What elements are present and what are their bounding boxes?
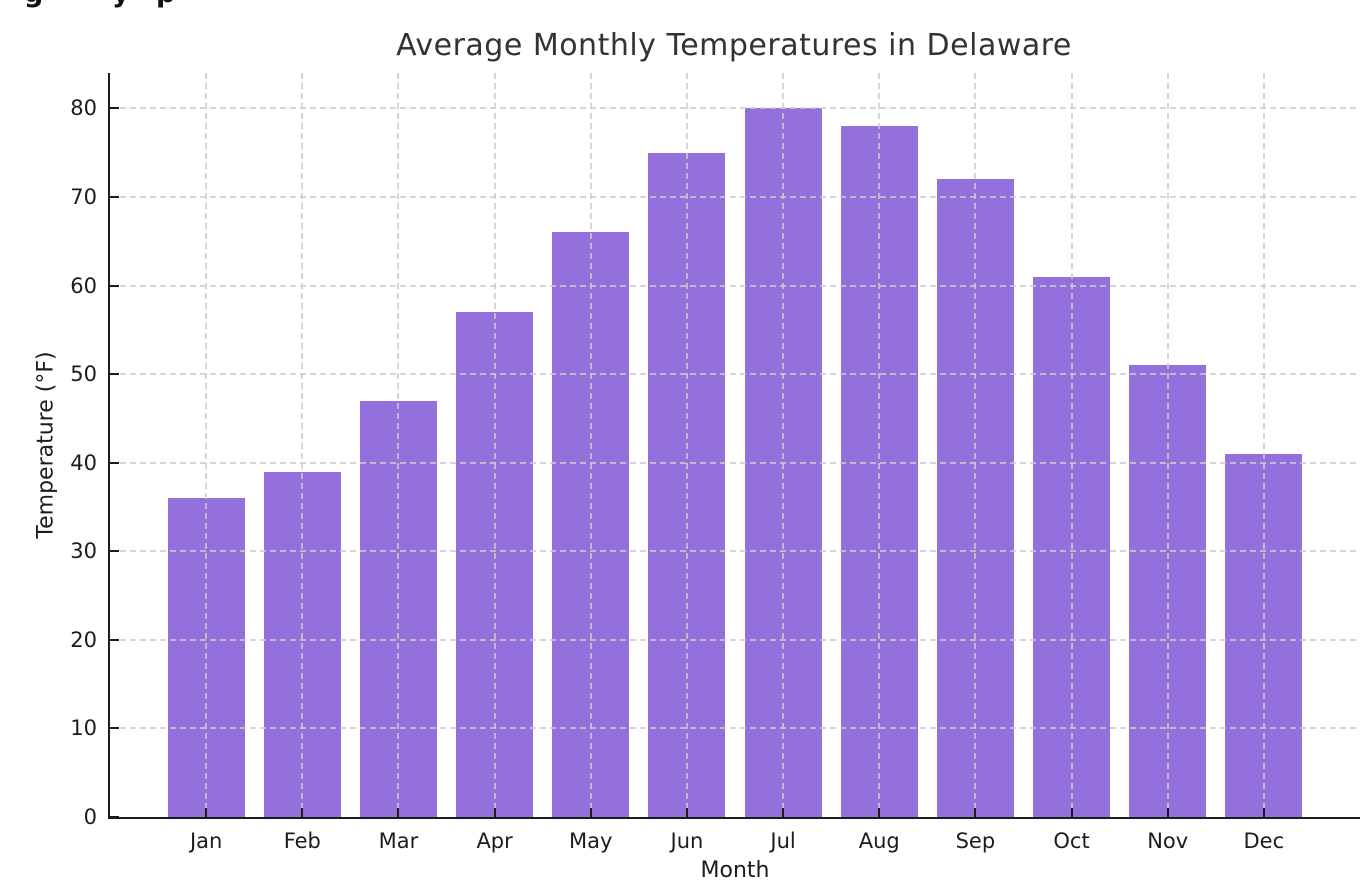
x-tick-label: Jan: [189, 829, 223, 853]
gridline-horizontal: [110, 638, 1360, 641]
gridline-vertical: [301, 73, 304, 817]
artifact-glyph: y: [112, 0, 130, 9]
plot-area: [108, 73, 1360, 819]
gridline-vertical: [1166, 73, 1169, 817]
artifact-glyph: g: [24, 0, 43, 9]
gridline-vertical: [974, 73, 977, 817]
x-tick-label: Jun: [670, 829, 704, 853]
x-tick-label: Jul: [770, 829, 796, 853]
gridline-vertical: [1262, 73, 1265, 817]
y-axis-tick: [110, 373, 119, 376]
x-tick-label: Dec: [1243, 829, 1285, 853]
x-axis-tick: [493, 808, 496, 817]
gridline-vertical: [205, 73, 208, 817]
x-axis-tick: [974, 808, 977, 817]
gridline-vertical: [782, 73, 785, 817]
y-tick-label: 60: [70, 273, 97, 298]
y-tick-label: 30: [70, 539, 97, 564]
clipped-text-artifact: g y p: [0, 0, 230, 9]
x-tick-label: Mar: [378, 829, 419, 853]
gridline-vertical: [685, 73, 688, 817]
chart-title: Average Monthly Temperatures in Delaware: [396, 28, 1072, 63]
x-axis-tick: [1070, 808, 1073, 817]
x-tick-label: Feb: [283, 829, 321, 853]
x-tick-label: Apr: [476, 829, 513, 853]
gridline-horizontal: [110, 550, 1360, 553]
x-axis-tick: [878, 808, 881, 817]
x-axis-tick: [782, 808, 785, 817]
gridline-horizontal: [110, 284, 1360, 287]
y-axis-tick: [110, 816, 119, 818]
gridline-vertical: [878, 73, 881, 817]
x-axis-label: Month: [700, 858, 770, 883]
y-axis-tick: [110, 461, 119, 464]
x-axis-tick: [589, 808, 592, 817]
x-axis-tick: [301, 808, 304, 817]
gridline-horizontal: [110, 196, 1360, 198]
y-axis-tick: [110, 550, 119, 553]
gridline-horizontal: [110, 727, 1360, 730]
y-tick-label: 0: [83, 805, 97, 829]
y-tick-label: 20: [70, 627, 97, 652]
y-tick-label: 80: [70, 96, 97, 121]
y-tick-label: 50: [70, 362, 97, 387]
x-tick-label: Nov: [1147, 829, 1189, 853]
gridline-vertical: [1070, 73, 1073, 817]
y-tick-label: 70: [70, 185, 97, 209]
x-tick-label: May: [569, 829, 613, 853]
y-axis-tick: [110, 638, 119, 641]
gridline-vertical: [493, 73, 496, 817]
y-axis-tick: [110, 727, 119, 730]
x-axis-tick: [397, 808, 400, 817]
gridline-horizontal: [110, 461, 1360, 464]
y-tick-label: 10: [70, 716, 97, 741]
x-tick-label: Aug: [858, 829, 900, 853]
y-axis-tick: [110, 284, 119, 287]
y-axis-tick: [110, 107, 119, 110]
x-axis-tick: [205, 808, 208, 817]
gridline-vertical: [589, 73, 592, 817]
x-axis-tick: [1166, 808, 1169, 817]
x-tick-label: Sep: [955, 829, 996, 853]
gridline-horizontal: [110, 373, 1360, 376]
gridline-vertical: [397, 73, 400, 817]
gridline-horizontal: [110, 107, 1360, 110]
y-tick-label: 40: [70, 450, 97, 475]
y-axis-tick: [110, 196, 119, 198]
x-axis-tick: [685, 808, 688, 817]
artifact-glyph: p: [156, 0, 175, 9]
x-axis-tick: [1262, 808, 1265, 817]
x-tick-label: Oct: [1053, 829, 1090, 853]
